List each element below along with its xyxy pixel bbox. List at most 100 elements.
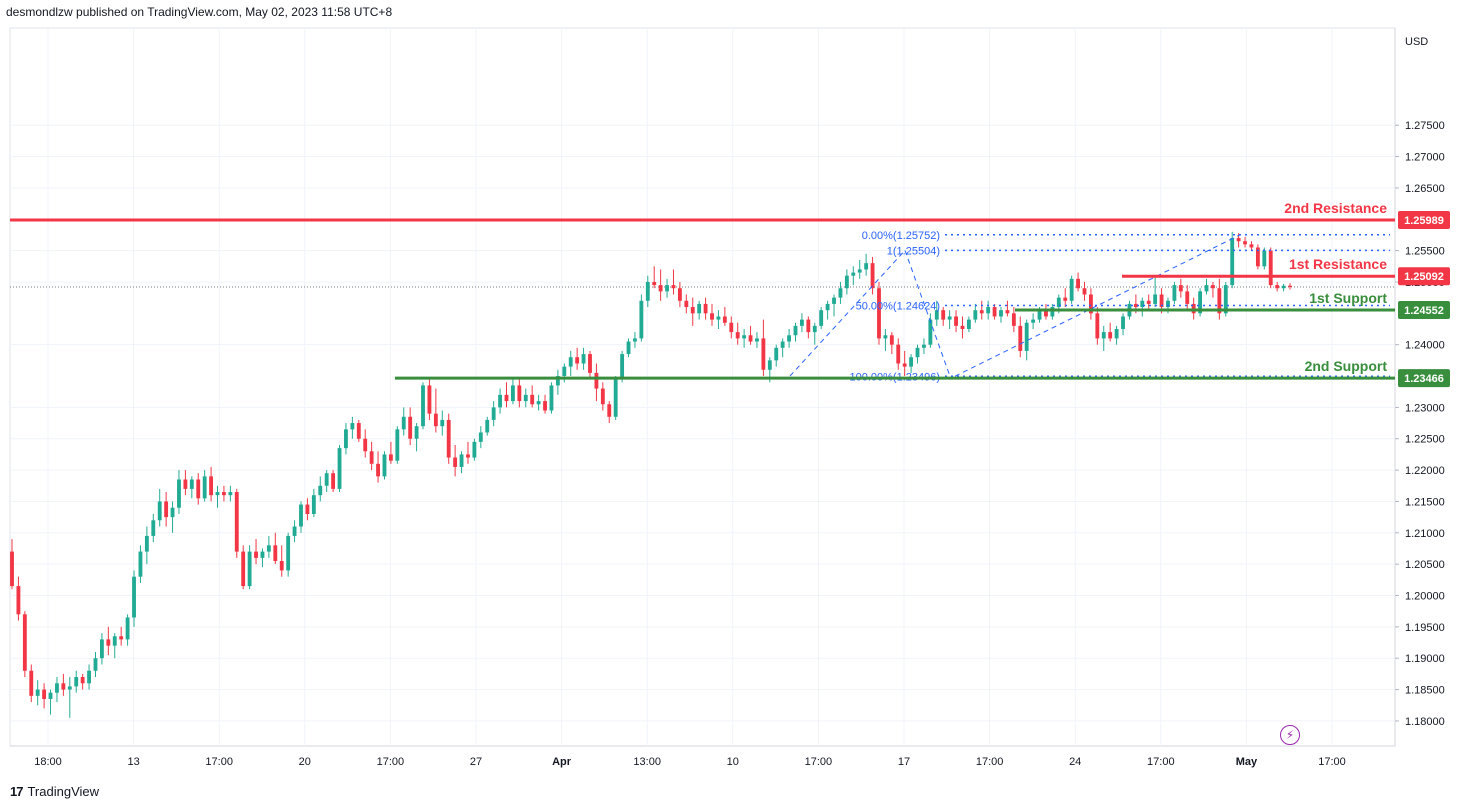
y-tick-label: 1.27500 <box>1405 120 1445 132</box>
candle-body <box>1198 291 1203 314</box>
tradingview-footer: 17 TradingView <box>10 784 99 799</box>
candle-body <box>1005 310 1010 314</box>
candle-body <box>1262 250 1267 267</box>
price-tag-label: 1.24552 <box>1404 305 1444 317</box>
candle-body <box>395 429 400 461</box>
y-tick-label: 1.27000 <box>1405 152 1445 164</box>
candle-body <box>1133 303 1138 308</box>
candle-body <box>645 281 650 301</box>
candle-body <box>299 504 303 527</box>
x-tick-label: 17 <box>898 756 910 768</box>
x-tick-label: Apr <box>552 756 572 768</box>
x-tick-label: 13:00 <box>633 756 661 768</box>
candle-body <box>382 454 387 477</box>
candle-body <box>260 551 265 558</box>
candle-body <box>1063 297 1068 301</box>
candle-body <box>305 504 310 514</box>
level-label: 2nd Support <box>1305 358 1388 374</box>
candle-body <box>1204 285 1209 292</box>
price-tag <box>1398 301 1450 320</box>
price-tag-label: 1.25092 <box>1404 271 1444 283</box>
fib-trend-line <box>954 234 1241 377</box>
candle-body <box>697 303 702 314</box>
candle-body <box>1018 325 1023 351</box>
candle-body <box>562 366 567 377</box>
candle-body <box>568 357 573 367</box>
candle-body <box>690 307 695 314</box>
candle-body <box>581 354 586 364</box>
x-tick-label: May <box>1236 756 1258 768</box>
candle-body <box>433 413 438 427</box>
candle-body <box>318 485 323 496</box>
candle-body <box>755 338 759 342</box>
candle-body <box>74 677 79 687</box>
y-tick-label: 1.20000 <box>1405 591 1445 603</box>
candle-body <box>851 272 856 276</box>
candle-body <box>99 639 104 659</box>
price-tag <box>1398 369 1450 388</box>
candle-body <box>1185 291 1190 304</box>
candle-body <box>588 354 592 373</box>
candle-body <box>626 341 631 355</box>
candle-body <box>722 316 727 323</box>
y-tick-label: 1.18000 <box>1405 716 1445 728</box>
candle-body <box>928 319 933 345</box>
x-tick-label: 10 <box>727 756 739 768</box>
candle-body <box>1082 288 1087 295</box>
candle-body <box>703 303 708 314</box>
candle-body <box>530 394 535 405</box>
candle-body <box>254 551 258 558</box>
candle-body <box>864 263 869 270</box>
y-tick-label: 1.25500 <box>1405 246 1445 258</box>
x-tick-label: 17:00 <box>805 756 833 768</box>
candle-body <box>915 347 920 358</box>
x-tick-label: 17:00 <box>1147 756 1175 768</box>
candle-body <box>106 639 111 646</box>
candle-body <box>1288 285 1292 287</box>
candle-body <box>549 385 554 411</box>
candle-body <box>1268 250 1273 286</box>
candle-body <box>767 360 772 370</box>
candle-body <box>414 426 419 439</box>
candle-body <box>883 335 888 339</box>
candle-body <box>170 507 175 518</box>
candle-body <box>555 376 560 386</box>
candle-body <box>761 338 766 370</box>
candle-body <box>1076 278 1080 289</box>
candle-body <box>1153 294 1158 304</box>
candle-body <box>658 285 663 292</box>
candle-body <box>1217 288 1222 314</box>
candle-body <box>909 357 914 367</box>
candle-body <box>1056 297 1061 308</box>
candle-body <box>877 288 881 339</box>
x-tick-label: 17:00 <box>377 756 405 768</box>
candle-body <box>652 281 657 286</box>
candle-body <box>286 535 291 571</box>
level-label: 2nd Resistance <box>1284 200 1387 216</box>
candle-body <box>844 275 849 289</box>
lightning-icon[interactable]: ⚡ <box>1280 725 1300 745</box>
candle-body <box>896 344 901 364</box>
candle-body <box>446 419 451 458</box>
fib-level-label: 0.00%(1.25752) <box>862 230 940 242</box>
candle-body <box>388 454 393 461</box>
x-tick-label: 17:00 <box>1318 756 1346 768</box>
fib-trend-line <box>904 250 951 377</box>
candle-body <box>401 416 406 430</box>
candle-body <box>607 404 612 417</box>
candle-body <box>350 423 355 430</box>
candle-body <box>1275 285 1280 289</box>
candle-body <box>478 432 483 442</box>
candle-body <box>80 677 85 684</box>
candle-body <box>35 689 40 696</box>
level-label: 1st Support <box>1309 290 1387 306</box>
candle-body <box>453 457 458 467</box>
candle-body <box>1114 328 1119 339</box>
x-tick-label: 13 <box>127 756 139 768</box>
candle-body <box>459 454 464 467</box>
candle-body <box>787 335 792 342</box>
candle-body <box>954 316 958 326</box>
candle-body <box>1211 285 1215 289</box>
candle-body <box>1281 285 1286 289</box>
